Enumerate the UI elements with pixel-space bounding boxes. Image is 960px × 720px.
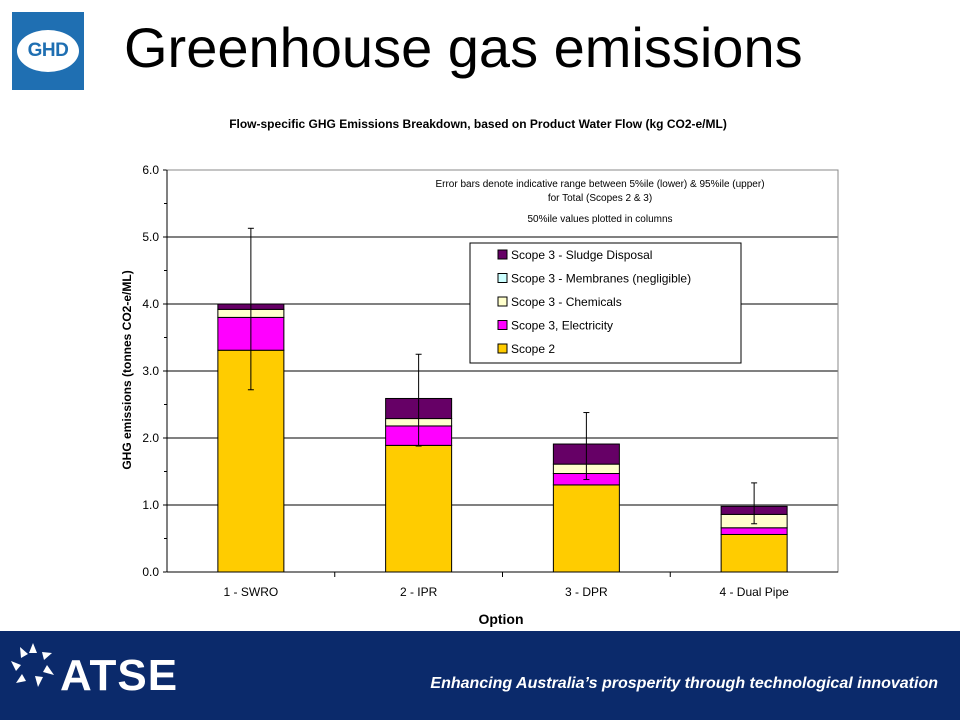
x-tick-label: 1 - SWRO bbox=[224, 585, 279, 599]
legend-swatch bbox=[497, 343, 508, 354]
footer-bar: ATSE Enhancing Australia’s prosperity th… bbox=[0, 631, 960, 720]
ghd-logo-text: GHD bbox=[27, 40, 69, 61]
ghd-logo-ring: GHD bbox=[17, 30, 79, 72]
atse-star-icon bbox=[11, 643, 54, 687]
x-tick-label: 2 - IPR bbox=[400, 585, 438, 599]
legend-swatch bbox=[497, 296, 508, 307]
emissions-chart: Flow-specific GHG Emissions Breakdown, b… bbox=[120, 117, 839, 627]
y-tick-label: 5.0 bbox=[142, 230, 159, 244]
y-tick-label: 2.0 bbox=[142, 431, 159, 445]
legend-label: Scope 3 - Chemicals bbox=[511, 295, 622, 309]
y-tick-label: 4.0 bbox=[142, 297, 159, 311]
bar-segment bbox=[720, 527, 788, 535]
chart-title: Flow-specific GHG Emissions Breakdown, b… bbox=[229, 117, 727, 131]
annotation-percentile: 50%ile values plotted in columns bbox=[527, 214, 672, 225]
legend-label: Scope 3 - Sludge Disposal bbox=[511, 248, 652, 262]
legend-swatch bbox=[497, 273, 508, 283]
y-tick-label: 6.0 bbox=[142, 163, 159, 177]
legend-label: Scope 3 - Membranes (negligible) bbox=[511, 272, 691, 286]
y-tick-label: 0.0 bbox=[142, 565, 159, 579]
ghd-logo: GHD bbox=[12, 12, 84, 90]
annotation-error-bars: Error bars denote indicative range betwe… bbox=[435, 179, 764, 190]
bar-segment bbox=[552, 484, 620, 573]
legend-label: Scope 3, Electricity bbox=[511, 319, 613, 333]
atse-logo-text: ATSE bbox=[60, 651, 179, 700]
footer-tagline: Enhancing Australia’s prosperity through… bbox=[430, 675, 938, 692]
legend-box bbox=[469, 242, 742, 364]
annotation-total-scopes: for Total (Scopes 2 & 3) bbox=[548, 193, 652, 204]
y-tick-label: 3.0 bbox=[142, 364, 159, 378]
slide-title: Greenhouse gas emissions bbox=[124, 16, 803, 79]
x-tick-label: 4 - Dual Pipe bbox=[719, 585, 789, 599]
y-tick-label: 1.0 bbox=[142, 498, 159, 512]
bar-segment bbox=[720, 533, 788, 573]
bar-segment bbox=[385, 444, 453, 573]
legend-swatch bbox=[497, 320, 508, 330]
legend-label: Scope 2 bbox=[511, 342, 555, 356]
x-axis-label: Option bbox=[478, 611, 523, 627]
x-tick-label: 3 - DPR bbox=[565, 585, 608, 599]
legend-swatch bbox=[497, 249, 508, 260]
y-axis-label: GHG emissions (tonnes CO2-e/ML) bbox=[120, 270, 134, 469]
